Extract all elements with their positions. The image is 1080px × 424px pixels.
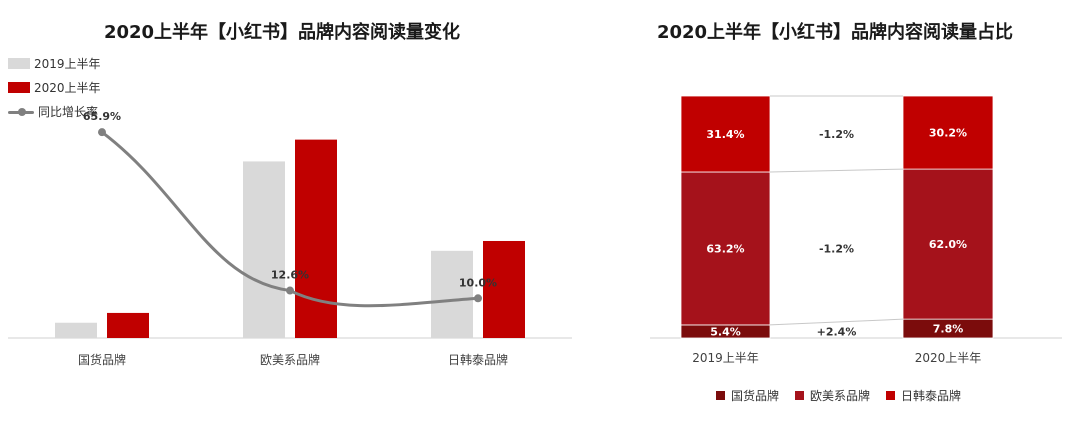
growth-rate-line: [101, 130, 479, 308]
legend-label-2019: 2019上半年: [34, 56, 101, 71]
legend-label-domestic: 国货品牌: [731, 389, 780, 403]
change-label-1: +2.4%: [817, 325, 857, 338]
legend-item-2019: 2019上半年: [8, 51, 101, 75]
stack-segment-1-2: [680, 171, 771, 326]
legend-line-marker-icon: [8, 106, 34, 117]
growth-point-1: [98, 128, 106, 137]
legend-item-growth: 同比增长率: [8, 99, 101, 123]
stack-segment-2-2: [902, 168, 994, 320]
change-label-2: -1.2%: [819, 242, 854, 255]
legend-item-asian: 日韩泰品牌: [886, 387, 961, 404]
stack-x-label-1: 2019上半年: [692, 351, 759, 365]
growth-label-2: 12.6%: [271, 269, 309, 282]
growth-label-3: 10.0%: [459, 276, 497, 289]
growth-point-2: [286, 286, 294, 295]
stack-x-label-2: 2020上半年: [915, 351, 982, 365]
stack-label-1-2: 63.2%: [706, 242, 744, 255]
legend-swatch-asian: [886, 391, 896, 400]
legend-label-growth: 同比增长率: [38, 104, 99, 119]
legend-swatch-2019: [8, 57, 30, 69]
stack-label-1-1: 5.4%: [710, 325, 741, 338]
x-tick-label-2: 欧美系品牌: [260, 353, 320, 367]
bar-2019-1: [55, 322, 97, 338]
left-legend: 2019上半年 2020上半年 同比增长率: [8, 51, 101, 123]
legend-swatch-2020: [8, 81, 30, 93]
bar-2020-2: [295, 139, 337, 338]
legend-label-western: 欧美系品牌: [810, 389, 871, 403]
x-tick-label-1: 国货品牌: [78, 352, 126, 367]
connector-line-2: [769, 168, 904, 173]
stack-label-2-1: 7.8%: [933, 323, 964, 336]
growth-label-1: 65.9%: [83, 110, 121, 123]
stack-label-1-3: 31.4%: [706, 128, 744, 141]
legend-swatch-domestic: [716, 391, 725, 400]
stack-label-2-2: 62.0%: [929, 238, 967, 251]
growth-point-3: [474, 294, 482, 303]
change-label-3: -1.2%: [819, 128, 854, 141]
left-chart-title: 2020上半年【小红书】品牌内容阅读量变化: [103, 22, 461, 43]
connector-line-1: [769, 318, 904, 326]
stack-label-2-3: 30.2%: [929, 127, 967, 140]
right-chart-title: 2020上半年【小红书】品牌内容阅读量占比: [656, 22, 1014, 43]
legend-label-asian: 日韩泰品牌: [901, 389, 962, 403]
legend-item-domestic: 国货品牌: [716, 387, 779, 404]
legend-swatch-western: [795, 391, 805, 400]
stack-segment-2-3: [902, 95, 994, 170]
bar-2020-3: [483, 240, 525, 338]
bar-2019-3: [431, 250, 473, 338]
x-tick-label-3: 日韩泰品牌: [448, 352, 508, 367]
legend-item-2020: 2020上半年: [8, 75, 101, 99]
legend-item-western: 欧美系品牌: [795, 387, 870, 404]
legend-label-2020: 2020上半年: [34, 80, 101, 95]
bar-2020-1: [107, 312, 149, 338]
bar-2019-2: [243, 161, 285, 338]
stack-segment-1-3: [680, 95, 771, 173]
right-legend: 国货品牌 欧美系品牌 日韩泰品牌: [716, 387, 961, 404]
